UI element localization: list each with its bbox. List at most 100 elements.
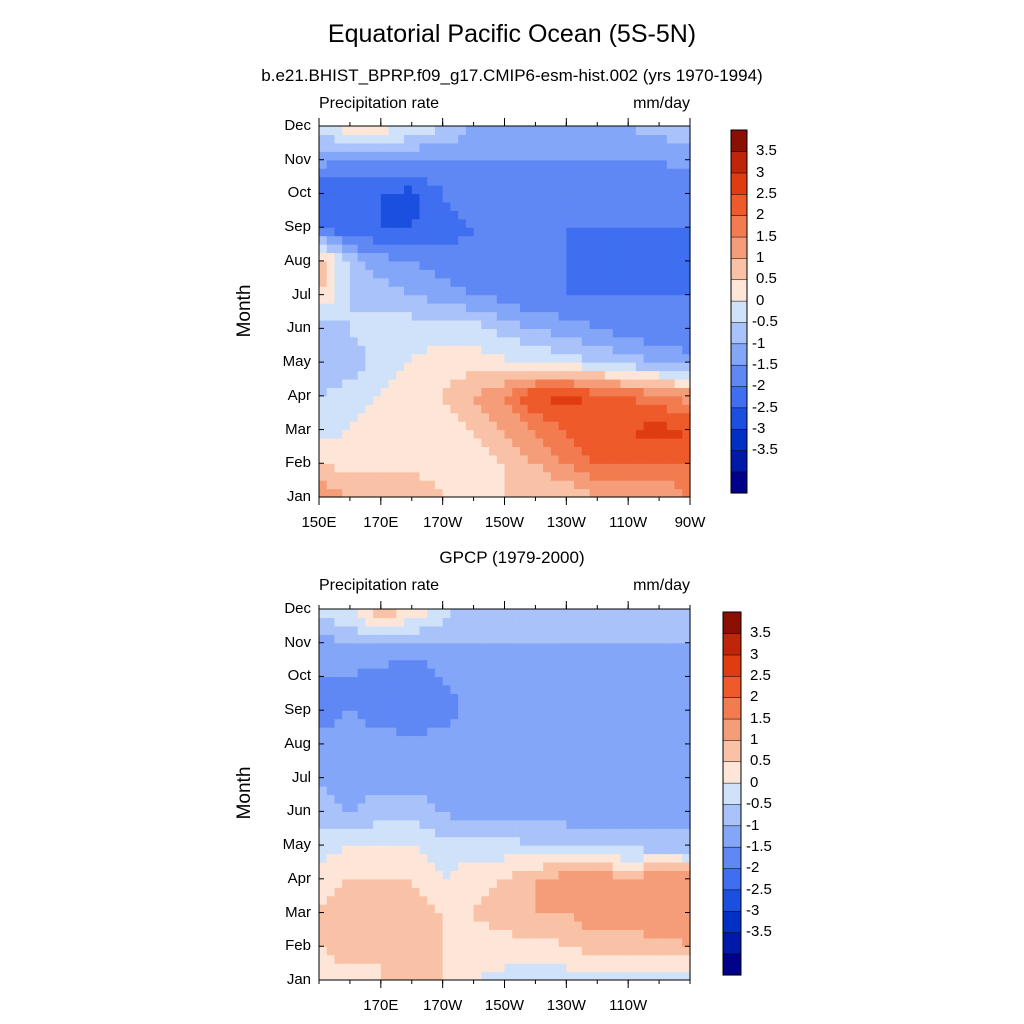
heatmap-cell bbox=[519, 929, 529, 939]
heatmap-cell bbox=[504, 752, 513, 762]
heatmap-cell bbox=[496, 651, 506, 661]
heatmap-cell bbox=[659, 421, 668, 431]
heatmap-cell bbox=[326, 912, 336, 922]
heatmap-cell bbox=[357, 735, 366, 745]
heatmap-cell bbox=[481, 370, 490, 380]
heatmap-cell bbox=[504, 303, 513, 313]
heatmap-cell bbox=[357, 471, 366, 481]
heatmap-cell bbox=[496, 412, 506, 422]
heatmap-cell bbox=[504, 176, 513, 186]
heatmap-cell bbox=[558, 235, 567, 245]
heatmap-cell bbox=[612, 370, 622, 380]
heatmap-cell bbox=[651, 786, 660, 796]
heatmap-cell bbox=[558, 319, 567, 329]
heatmap-cell bbox=[481, 378, 490, 388]
heatmap-cell bbox=[404, 319, 413, 329]
heatmap-cell bbox=[535, 668, 544, 678]
heatmap-cell bbox=[659, 244, 668, 254]
heatmap-cell bbox=[574, 887, 583, 897]
heatmap-cell bbox=[334, 471, 343, 481]
heatmap-cell bbox=[357, 286, 366, 296]
heatmap-cell bbox=[519, 937, 529, 947]
heatmap-cell bbox=[373, 929, 382, 939]
heatmap-cell bbox=[349, 963, 359, 973]
heatmap-cell bbox=[566, 244, 575, 254]
heatmap-cell bbox=[411, 353, 421, 363]
heatmap-cell bbox=[666, 887, 676, 897]
heatmap-cell bbox=[365, 252, 374, 262]
heatmap-cell bbox=[566, 651, 575, 661]
heatmap-cell bbox=[682, 176, 691, 186]
heatmap-cell bbox=[373, 134, 382, 144]
heatmap-cell bbox=[512, 437, 521, 448]
heatmap-cell bbox=[388, 946, 397, 956]
heatmap-cell bbox=[349, 727, 359, 737]
heatmap-cell bbox=[527, 404, 537, 414]
heatmap-cell bbox=[581, 845, 591, 855]
heatmap-cell bbox=[643, 971, 652, 981]
heatmap-cell bbox=[458, 668, 467, 678]
heatmap-cell bbox=[612, 802, 622, 812]
heatmap-cell bbox=[651, 328, 660, 338]
heatmap-cell bbox=[651, 887, 660, 897]
heatmap-cell bbox=[319, 794, 328, 804]
heatmap-cell bbox=[512, 971, 521, 981]
heatmap-cell bbox=[651, 769, 660, 779]
heatmap-cell bbox=[465, 151, 475, 161]
heatmap-cell bbox=[489, 895, 498, 905]
heatmap-cell bbox=[628, 811, 637, 821]
heatmap-cell bbox=[659, 463, 668, 473]
heatmap-cell bbox=[612, 319, 622, 329]
heatmap-cell bbox=[550, 954, 560, 964]
heatmap-cell bbox=[597, 201, 606, 211]
heatmap-cell bbox=[388, 345, 397, 355]
heatmap-cell bbox=[635, 311, 645, 321]
heatmap-cell bbox=[380, 404, 390, 414]
heatmap-cell bbox=[527, 718, 537, 728]
heatmap-cell bbox=[442, 319, 451, 329]
heatmap-cell bbox=[674, 193, 683, 203]
heatmap-cell bbox=[566, 845, 575, 855]
colorbar-label: 1 bbox=[750, 731, 759, 749]
heatmap-cell bbox=[666, 168, 676, 178]
heatmap-cell bbox=[326, 861, 336, 871]
heatmap-cell bbox=[604, 463, 614, 473]
heatmap-cell bbox=[404, 126, 413, 136]
heatmap-cell bbox=[396, 311, 405, 321]
heatmap-cell bbox=[550, 345, 560, 355]
heatmap-cell bbox=[388, 328, 397, 338]
heatmap-cell bbox=[388, 319, 397, 329]
heatmap-cell bbox=[357, 676, 366, 686]
heatmap-cell bbox=[496, 642, 506, 652]
heatmap-cell bbox=[380, 193, 390, 203]
heatmap-cell bbox=[612, 684, 622, 694]
heatmap-cell bbox=[388, 378, 397, 388]
heatmap-cell bbox=[589, 794, 598, 804]
heatmap-cell bbox=[635, 328, 645, 338]
heatmap-cell bbox=[349, 185, 359, 195]
heatmap-cell bbox=[388, 227, 397, 237]
heatmap-cell bbox=[465, 794, 475, 804]
heatmap-cell bbox=[481, 676, 490, 686]
heatmap-cell bbox=[659, 642, 668, 652]
heatmap-cell bbox=[319, 634, 328, 644]
heatmap-cell bbox=[373, 412, 382, 422]
heatmap-cell bbox=[404, 946, 413, 956]
heatmap-cell bbox=[635, 201, 645, 211]
heatmap-cell bbox=[319, 920, 328, 931]
heatmap-cell bbox=[473, 676, 482, 686]
heatmap-cell bbox=[512, 954, 521, 964]
heatmap-cell bbox=[334, 319, 343, 329]
heatmap-cell bbox=[434, 845, 444, 855]
heatmap-cell bbox=[550, 227, 560, 237]
heatmap-cell bbox=[442, 659, 451, 669]
heatmap-cell bbox=[326, 937, 336, 947]
heatmap-cell bbox=[512, 718, 521, 728]
heatmap-cell bbox=[465, 252, 475, 262]
heatmap-cell bbox=[566, 126, 575, 136]
heatmap-cell bbox=[396, 260, 405, 270]
heatmap-cell bbox=[319, 735, 328, 745]
heatmap-cell bbox=[465, 634, 475, 644]
heatmap-cell bbox=[465, 395, 475, 405]
heatmap-cell bbox=[620, 370, 629, 380]
